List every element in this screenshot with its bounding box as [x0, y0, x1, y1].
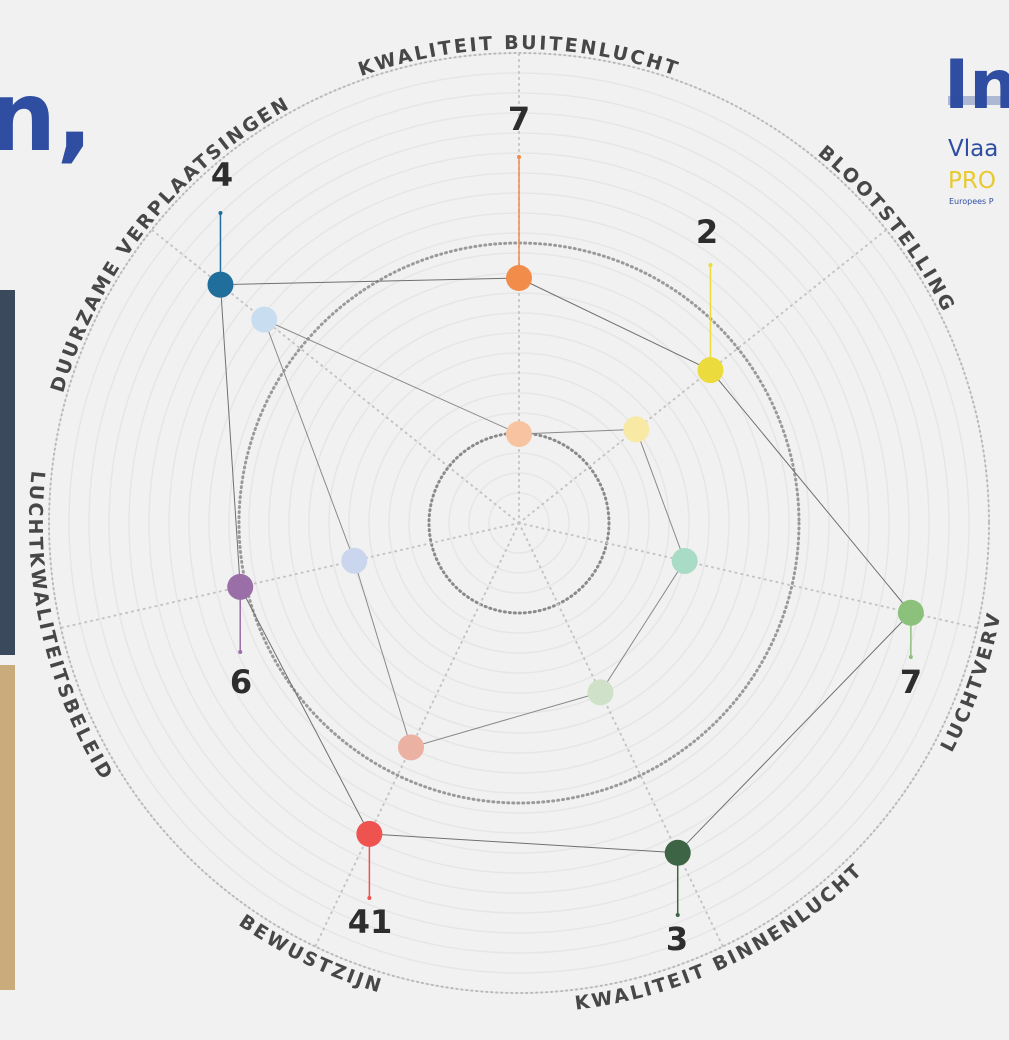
inner-marker — [588, 679, 614, 705]
stem-tip — [218, 211, 222, 215]
radar-infographic: n, In Vlaa PRO Europees P 7KWALITEIT BUI… — [0, 0, 1009, 1040]
count: 7 — [900, 663, 922, 701]
outer-marker — [665, 840, 691, 866]
count: 7 — [508, 100, 530, 138]
inner-marker — [623, 416, 649, 442]
logo-mark: In — [944, 46, 1009, 125]
inner-marker — [506, 421, 532, 447]
inner-marker — [398, 734, 424, 760]
outer-marker — [697, 357, 723, 383]
photo-strip — [0, 290, 15, 655]
outer-marker — [356, 821, 382, 847]
count: 2 — [696, 213, 718, 251]
inner-marker — [341, 548, 367, 574]
count: 3 — [666, 920, 688, 958]
outer-marker — [506, 265, 532, 291]
page: n, In Vlaa PRO Europees P 7KWALITEIT BUI… — [0, 0, 1009, 1040]
stem-tip — [367, 896, 371, 900]
stem-tip — [909, 655, 913, 659]
stem-tip — [708, 263, 712, 267]
inner-marker — [251, 307, 277, 333]
logo-bar — [948, 96, 1009, 105]
logo-text: PRO — [948, 168, 996, 194]
stem-tip — [517, 155, 521, 159]
outer-marker — [898, 600, 924, 626]
count: 6 — [230, 663, 252, 701]
photo-strip — [0, 665, 15, 990]
count: 41 — [348, 903, 393, 941]
outer-marker — [227, 574, 253, 600]
stem-tip — [676, 913, 680, 917]
outer-marker — [207, 272, 233, 298]
logo-text: Vlaa — [948, 136, 998, 162]
title-fragment: n, — [0, 61, 93, 173]
inner-marker — [672, 548, 698, 574]
stem-tip — [238, 650, 242, 654]
logo-text: Europees P — [949, 197, 994, 206]
